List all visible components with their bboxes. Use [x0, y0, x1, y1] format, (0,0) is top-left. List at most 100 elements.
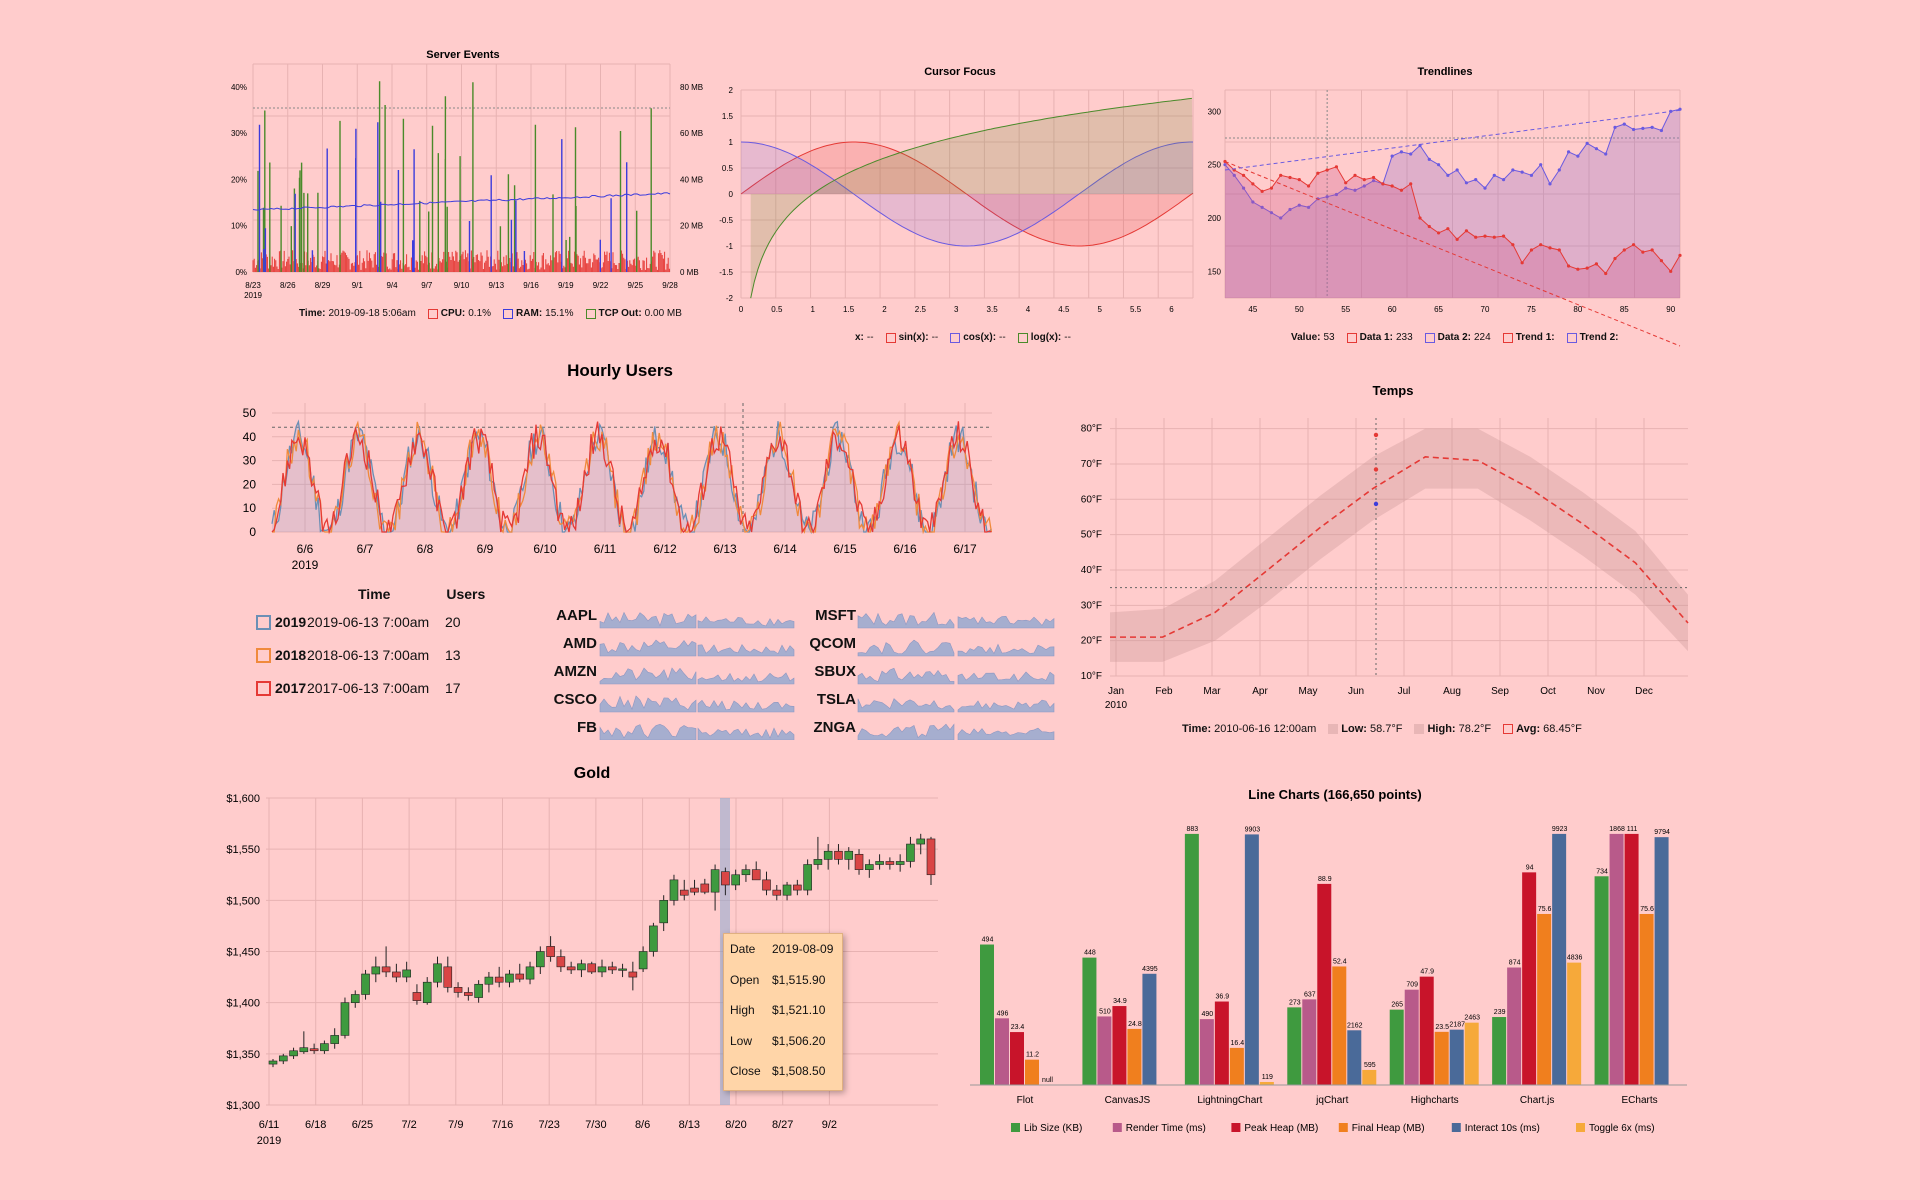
bar — [1010, 1032, 1024, 1085]
data-point — [1474, 235, 1478, 239]
candle-body — [813, 859, 823, 865]
bar-value-label: 9903 — [1245, 826, 1261, 833]
data-point — [1279, 216, 1283, 220]
x-category-label: Chart.js — [1520, 1095, 1554, 1106]
bar-value-label: null — [1042, 1077, 1053, 1084]
server-events-chart[interactable]: Server Events 8/23 8/26 8/29 9/1 9/4 9/7 9/10 9/… — [215, 42, 715, 332]
legend-trend2[interactable]: Trend 2: — [1566, 332, 1619, 343]
x-tick-label: 45 — [1248, 305, 1257, 314]
hourly-users-row[interactable]: 2018 2018-06-13 7:00am 13 — [256, 647, 461, 663]
x-tick-label: Jun — [1348, 686, 1364, 697]
x-category-label: LightningChart — [1197, 1095, 1262, 1106]
candle-body — [700, 883, 710, 893]
series-cos-line — [740, 141, 1193, 247]
x-tick-label: 6/8 — [417, 542, 434, 556]
candle-body — [875, 861, 884, 865]
data-point — [1613, 256, 1617, 261]
legend-ram[interactable]: RAM: 15.1% — [503, 308, 574, 319]
legend-cpu[interactable]: CPU: 0.1% — [427, 308, 491, 319]
trendlines-plot[interactable]: Trendlines 45 50 55 60 65 70 75 80 85 90 150 200 250 3… — [1205, 58, 1695, 348]
bar — [1419, 976, 1434, 1085]
legend-avg[interactable]: Avg: 68.45°F — [1503, 723, 1582, 735]
y-tick-label: 1.5 — [722, 112, 734, 121]
data-point — [1371, 179, 1376, 183]
legend-trend1[interactable]: Trend 1: — [1502, 332, 1555, 343]
bar-plot[interactable]: Line Charts (166,650 points)Flot49449623… — [955, 785, 1700, 1145]
line-charts-bar-chart[interactable]: Line Charts (166,650 points) Flot 494 496 23… — [955, 785, 1700, 1145]
candle-body — [525, 966, 535, 980]
x-tick-label: 9/16 — [523, 281, 539, 290]
y-tick-label: 50°F — [1081, 530, 1102, 541]
chart-title: Line Charts (166,650 points) — [1248, 787, 1421, 802]
bar-value-label: 265 — [1391, 1002, 1403, 1009]
cursor-focus-chart[interactable]: Cursor Focus 0 0.5 1 1.5 2 2.5 3 3.5 4 4.5 5 5.5 6 -2 -… — [715, 58, 1205, 348]
data-point — [1483, 186, 1487, 190]
data-point — [1659, 128, 1664, 133]
legend-low[interactable]: Low: 58.7°F — [1328, 723, 1402, 735]
trendlines-chart[interactable]: Trendlines 45 50 55 60 65 70 75 80 85 90 150 200 250 3… — [1205, 58, 1695, 348]
data-point — [1344, 186, 1348, 190]
x-tick-label: 9/1 — [352, 281, 364, 290]
hourly-users-row[interactable]: 2019 2019-06-13 7:00am 20 — [256, 614, 461, 630]
data-point — [1232, 173, 1236, 177]
x-tick-label: 9/19 — [558, 281, 574, 290]
data-point — [1269, 211, 1274, 215]
bar-value-label: 490 — [1202, 1011, 1214, 1018]
data-point — [1631, 243, 1636, 247]
gold-chart[interactable]: Gold $1,300 $1,350 $1,400 $1,450 $1,500 $1,550… — [210, 760, 950, 1160]
x-tick-label: Mar — [1203, 686, 1221, 697]
bar — [1097, 1016, 1112, 1085]
candle-body — [906, 843, 915, 862]
data-point — [1427, 224, 1431, 229]
server-events-plot[interactable]: Server Events 8/23 8/26 8/29 9/1 9/4 9/7 9/10 9/… — [215, 42, 715, 332]
candle-body — [751, 869, 761, 881]
candle-body — [392, 971, 401, 978]
x-category-label: Flot — [1017, 1095, 1034, 1106]
hourly-users-plot[interactable]: Hourly Users 0 10 20 30 40 50 6/6 6/7 6/8 6/9 6/10 6… — [230, 358, 1010, 578]
hourly-users-chart[interactable]: Hourly Users 0 10 20 30 40 50 6/6 6/7 6/8 6/9 6/10 6… — [230, 358, 1010, 578]
bar — [1317, 883, 1332, 1085]
data-point — [1362, 178, 1366, 182]
data-point — [1390, 154, 1394, 158]
hourly-users-row[interactable]: 2017 2017-06-13 7:00am 17 — [256, 680, 461, 696]
legend-high[interactable]: High: 78.2°F — [1414, 723, 1491, 735]
data-point — [1288, 175, 1292, 180]
bar — [1302, 999, 1317, 1085]
x-tick-label: 3.5 — [987, 305, 999, 314]
series-ram-line — [252, 192, 671, 211]
bar-value-label: 709 — [1406, 982, 1418, 989]
temps-chart[interactable]: Temps 10°F 20°F 30°F 40°F 50°F 60°F 70°F 80°F Jan… — [1060, 378, 1700, 738]
x-tick-label: 6/25 — [352, 1119, 373, 1131]
x-tick-label: Apr — [1252, 686, 1268, 697]
legend-sin[interactable]: sin(x): -- — [885, 332, 938, 343]
col-time-header: Time — [358, 586, 391, 602]
data-point — [1501, 178, 1506, 182]
x-tick-label: May — [1299, 686, 1318, 697]
legend-log[interactable]: log(x): -- — [1017, 332, 1071, 343]
cursor-focus-plot[interactable]: Cursor Focus 0 0.5 1 1.5 2 2.5 3 3.5 4 4.5 5 5.5 6 -2 -… — [715, 58, 1205, 348]
data-point — [1492, 235, 1496, 239]
data-point — [1390, 184, 1394, 188]
series-line — [1224, 108, 1681, 219]
bar-value-label: 52.4 — [1333, 958, 1347, 965]
candle-body — [320, 1043, 329, 1052]
data-point — [1613, 125, 1617, 129]
temps-plot[interactable]: Temps 10°F 20°F 30°F 40°F 50°F 60°F 70°F 80°F Jan… — [1060, 378, 1700, 718]
bar — [1244, 834, 1259, 1085]
chart-title: Server Events — [426, 49, 499, 61]
candle-body — [854, 853, 864, 870]
legend-cos[interactable]: cos(x): -- — [950, 332, 1006, 343]
data-point — [1446, 173, 1450, 177]
legend-tcp[interactable]: TCP Out: 0.00 MB — [585, 308, 682, 319]
bar-value-label: 16.4 — [1231, 1040, 1245, 1047]
legend-data2[interactable]: Data 2: 224 — [1424, 332, 1491, 343]
gold-tooltip: Date 2019-08-09 Open $1,515.90 High $1,521.… — [723, 933, 843, 1091]
data-point — [1492, 173, 1496, 177]
legend-data1[interactable]: Data 1: 233 — [1346, 332, 1413, 343]
data-point — [1585, 266, 1589, 270]
x-tick-label: 4.5 — [1058, 305, 1070, 314]
y-tick-label: 0 — [249, 525, 256, 539]
bar-value-label: 4395 — [1142, 966, 1158, 973]
x-tick-label: 6/13 — [713, 542, 737, 556]
gold-plot[interactable]: Gold $1,300 $1,350 $1,400 $1,450 $1,500 $1,550… — [210, 760, 950, 1160]
